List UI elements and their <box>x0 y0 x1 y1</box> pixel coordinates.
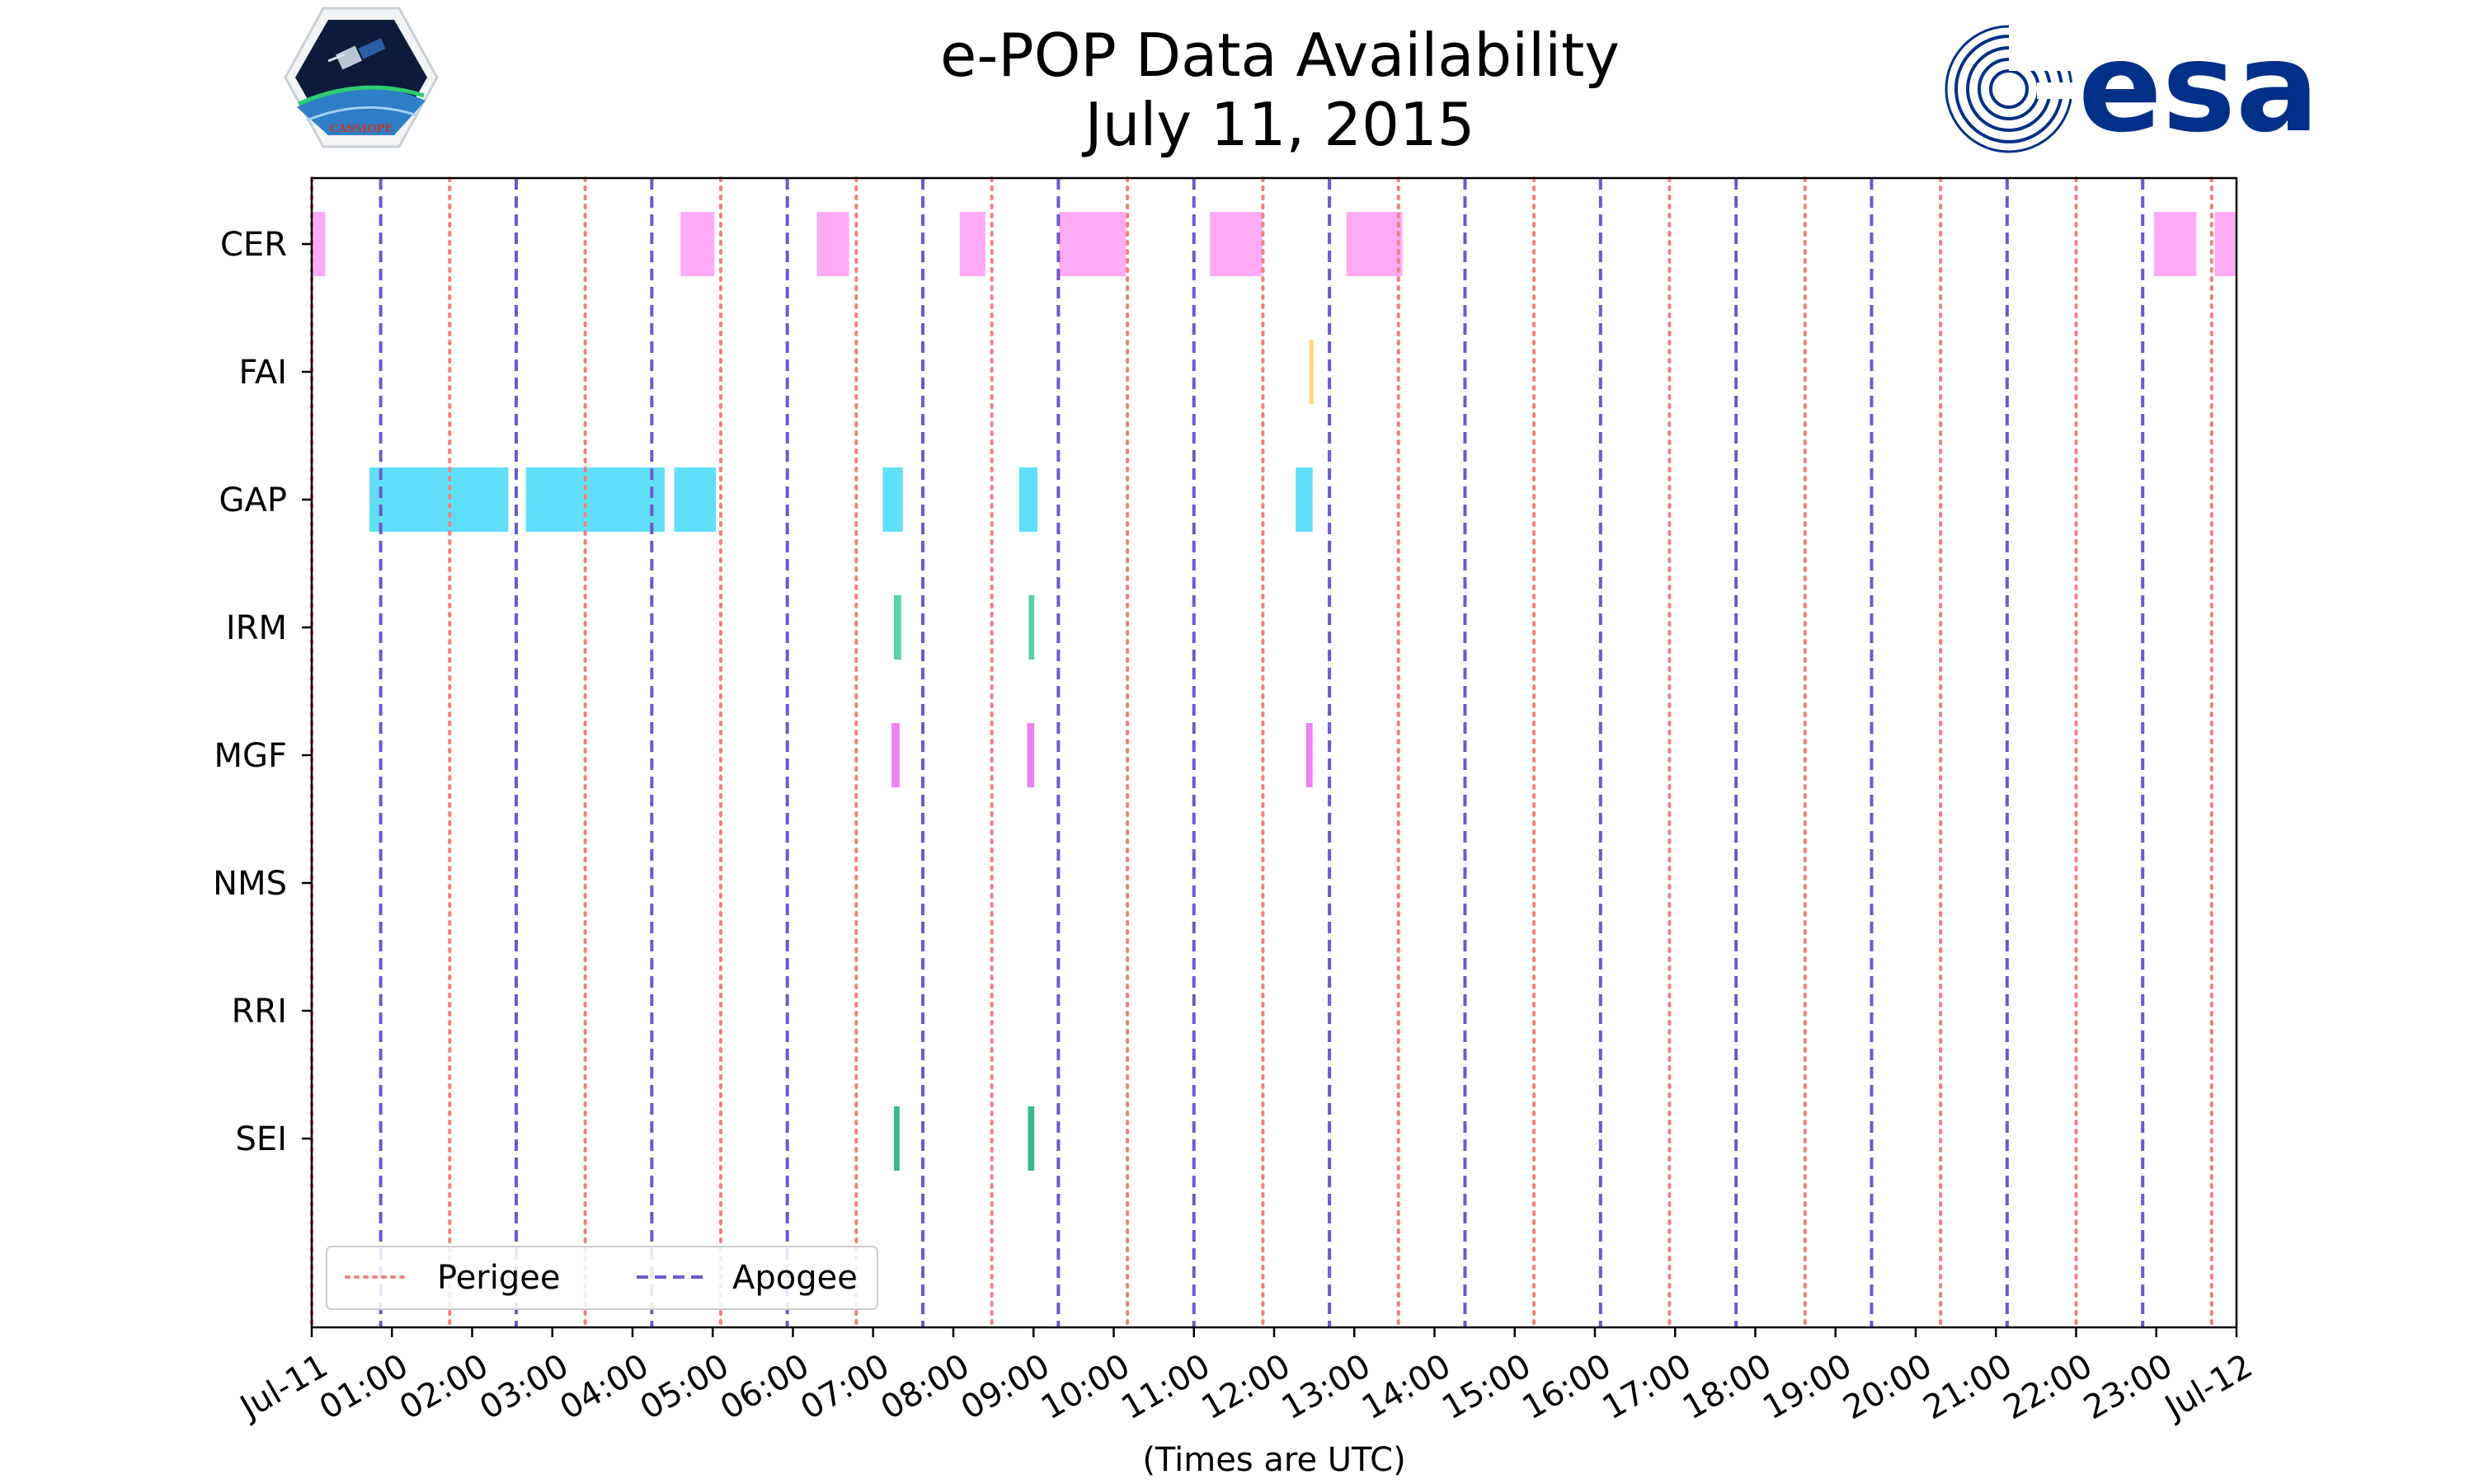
availability-bars <box>312 212 2236 1171</box>
cassiope-logo: CASSIOPE <box>284 7 439 148</box>
bar-cer-9 <box>2214 212 2236 276</box>
bar-irm-1 <box>894 595 901 660</box>
x-tick-label-19: 19:00 <box>1757 1347 1858 1427</box>
y-tick-label-irm: IRM <box>226 609 287 647</box>
x-tick-label-6: 06:00 <box>714 1347 816 1427</box>
y-tick-label-gap: GAP <box>219 481 287 519</box>
x-tick-label-20: 20:00 <box>1837 1347 1939 1427</box>
y-tick-label-mgf: MGF <box>214 737 287 775</box>
esa-globe-icon <box>1945 21 2086 153</box>
x-tick-label-0: Jul-11 <box>232 1347 334 1428</box>
y-tick-label-nms: NMS <box>213 865 287 903</box>
y-tick-label-sei: SEI <box>236 1120 287 1158</box>
x-tick-label-7: 07:00 <box>794 1347 896 1427</box>
esa-wordmark: esa <box>2078 16 2319 160</box>
x-tick-label-23: 23:00 <box>2077 1347 2179 1427</box>
legend: Perigee Apogee <box>326 1246 878 1310</box>
plot-frame <box>310 176 2238 1329</box>
bar-cer-2 <box>680 212 715 276</box>
x-tick-label-5: 05:00 <box>634 1347 736 1427</box>
bar-sei-2 <box>1028 1106 1035 1171</box>
x-tick-label-13: 13:00 <box>1276 1347 1377 1427</box>
x-tick-label-8: 08:00 <box>875 1347 976 1427</box>
bar-gap-6 <box>1296 467 1313 532</box>
plot-area: CER FAI GAP IRM MGF NMS RRI SEI Jul-1101:0002:0… <box>213 176 2259 1428</box>
bar-cer-3 <box>816 212 849 276</box>
x-tick-label-12: 12:00 <box>1196 1347 1297 1427</box>
satellite-icon <box>327 38 386 70</box>
x-tick-label-3: 03:00 <box>473 1347 575 1427</box>
bar-cer-5 <box>1059 212 1126 276</box>
x-tick-label-10: 10:00 <box>1035 1347 1136 1427</box>
y-axis: CER FAI GAP IRM MGF NMS RRI SEI <box>213 226 312 1158</box>
x-tick-label-14: 14:00 <box>1356 1347 1457 1427</box>
bar-cer-8 <box>2153 212 2197 276</box>
bar-irm-2 <box>1028 595 1035 660</box>
x-tick-label-21: 21:00 <box>1917 1347 2019 1427</box>
bar-mgf-1 <box>891 723 900 787</box>
bar-cer-7 <box>1346 212 1403 276</box>
x-tick-label-2: 02:00 <box>393 1347 495 1427</box>
orbit-markers <box>310 176 2213 1329</box>
legend-perigee-label: Perigee <box>437 1259 560 1297</box>
x-tick-label-16: 16:00 <box>1517 1347 1618 1427</box>
bar-gap-1 <box>369 467 509 532</box>
x-axis: Jul-1101:0002:0003:0004:0005:0006:0007:0… <box>232 1327 2259 1428</box>
bar-mgf-2 <box>1027 723 1035 787</box>
bar-gap-5 <box>1018 467 1038 532</box>
legend-apogee-label: Apogee <box>732 1259 858 1297</box>
x-axis-label: (Times are UTC) <box>1142 1441 1405 1479</box>
x-tick-label-15: 15:00 <box>1436 1347 1537 1427</box>
bar-gap-3 <box>674 467 717 532</box>
x-tick-label-1: 01:00 <box>313 1347 415 1427</box>
x-tick-label-4: 04:00 <box>554 1347 656 1427</box>
y-tick-label-rri: RRI <box>232 993 287 1031</box>
bar-mgf-3 <box>1305 723 1313 787</box>
bar-cer-6 <box>1210 212 1263 276</box>
esa-logo: esa <box>1945 16 2319 160</box>
y-tick-label-cer: CER <box>220 226 287 264</box>
plot-background <box>312 178 2236 1327</box>
bar-fai-1 <box>1309 340 1314 404</box>
bar-cer-1 <box>312 212 326 276</box>
bar-gap-2 <box>525 467 665 532</box>
chart-subtitle: July 11, 2015 <box>1082 90 1475 159</box>
chart-title: e-POP Data Availability <box>940 21 1620 90</box>
y-tick-label-fai: FAI <box>239 354 288 392</box>
x-tick-label-22: 22:00 <box>1997 1347 2099 1427</box>
x-tick-label-17: 17:00 <box>1597 1347 1698 1427</box>
bar-sei-1 <box>894 1106 900 1171</box>
bar-gap-4 <box>882 467 903 532</box>
x-tick-label-9: 09:00 <box>955 1347 1056 1427</box>
legend-box <box>326 1246 878 1310</box>
logo-left-text: CASSIOPE <box>330 123 393 135</box>
x-tick-label-24: Jul-12 <box>2157 1347 2259 1428</box>
x-tick-label-18: 18:00 <box>1677 1347 1778 1427</box>
x-tick-label-11: 11:00 <box>1115 1347 1216 1427</box>
bar-cer-4 <box>959 212 985 276</box>
